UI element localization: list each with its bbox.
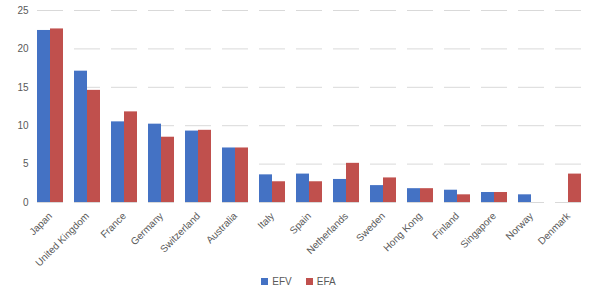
svg-text:Denmark: Denmark [536, 210, 573, 247]
svg-text:10: 10 [17, 120, 29, 131]
svg-text:Singapore: Singapore [458, 210, 498, 250]
svg-text:Germany: Germany [128, 210, 165, 247]
svg-text:United Kingdom: United Kingdom [33, 210, 91, 268]
svg-text:25: 25 [17, 5, 29, 16]
svg-text:5: 5 [23, 158, 29, 169]
svg-text:Australia: Australia [204, 210, 240, 246]
svg-text:15: 15 [17, 82, 29, 93]
svg-text:Japan: Japan [27, 210, 54, 237]
svg-text:Finland: Finland [430, 210, 461, 241]
svg-text:Netherlands: Netherlands [304, 210, 350, 256]
svg-text:0: 0 [23, 197, 29, 208]
svg-text:Italy: Italy [255, 210, 276, 231]
svg-text:20: 20 [17, 43, 29, 54]
svg-text:Sweden: Sweden [354, 210, 387, 243]
svg-text:Switzerland: Switzerland [158, 210, 202, 254]
html-text:EFV: EFV [272, 275, 292, 287]
svg-text:Spain: Spain [287, 210, 313, 236]
svg-text:Norway: Norway [503, 210, 535, 242]
svg-text:Hong Kong: Hong Kong [381, 210, 424, 253]
html-text:EFA: EFA [316, 275, 336, 287]
svg-text:France: France [98, 210, 128, 240]
